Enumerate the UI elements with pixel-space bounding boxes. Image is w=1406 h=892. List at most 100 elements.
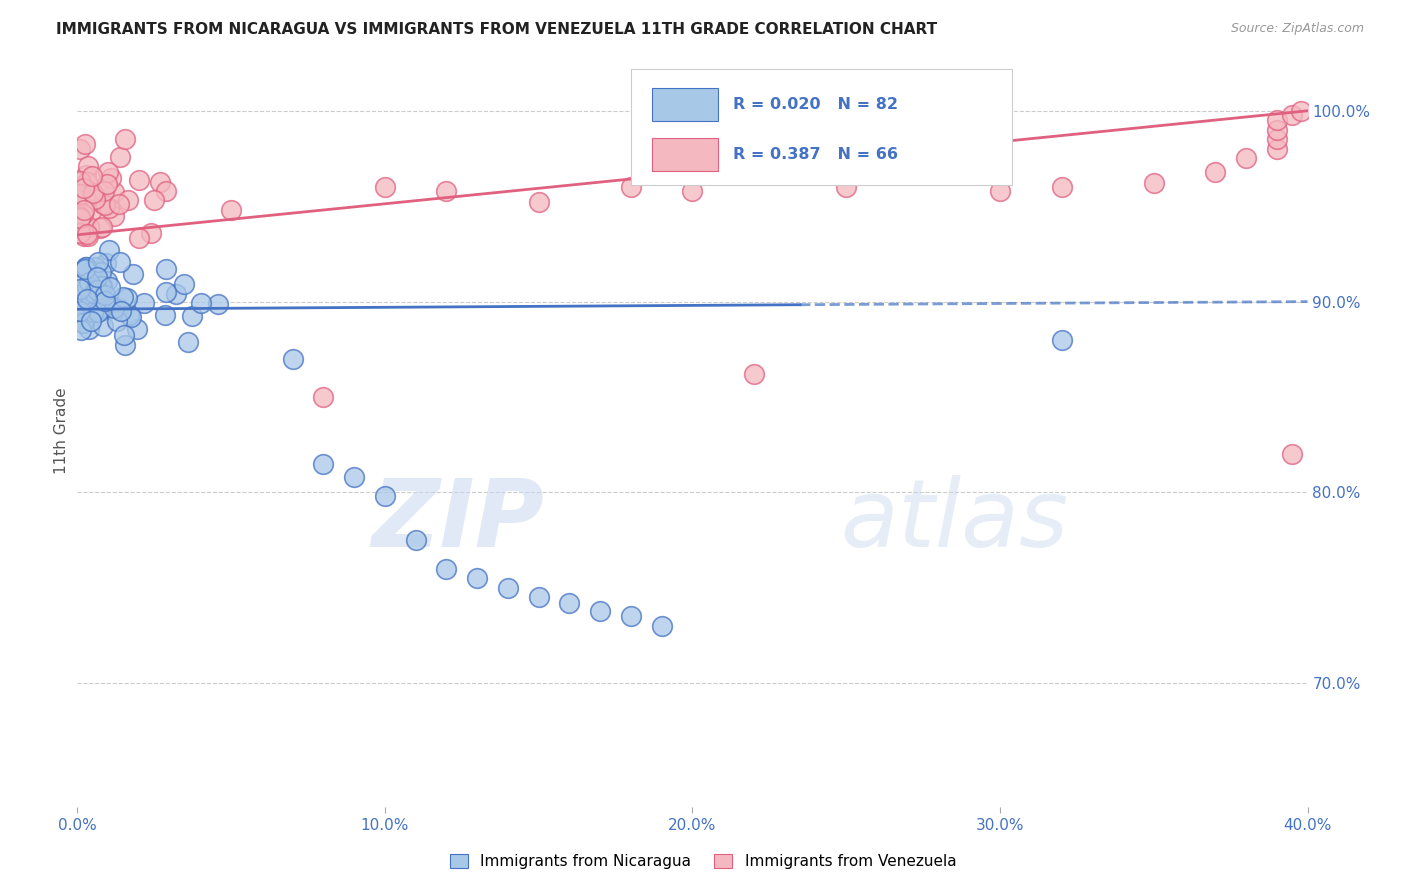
Point (69, 142, 91, 156)
Point (89, 302, 111, 317)
Point (69, 187, 91, 202)
Point (75, 136, 97, 151)
Point (82, 202, 104, 217)
Point (108, 254, 131, 268)
Point (93, 299, 115, 313)
Point (86, 255, 108, 269)
Point (76, 227, 98, 241)
Point (742, 367, 765, 381)
Point (91, 279, 114, 293)
Point (111, 290, 134, 304)
Point (107, 196, 129, 211)
Point (94, 255, 117, 269)
Point (69, 277, 91, 292)
Point (139, 226, 162, 240)
Point (1265, 142, 1288, 156)
Point (77, 159, 100, 173)
Point (620, 180, 643, 194)
Point (114, 131, 136, 145)
Point (128, 173, 150, 187)
Point (97, 165, 120, 179)
Point (142, 194, 165, 208)
Point (105, 314, 128, 328)
Point (207, 297, 229, 311)
Point (120, 310, 142, 324)
Point (89, 285, 111, 300)
FancyBboxPatch shape (652, 138, 718, 171)
Text: ZIP: ZIP (373, 475, 546, 566)
Point (465, 571, 488, 585)
Point (155, 184, 177, 198)
Point (82, 305, 104, 319)
Point (281, 351, 304, 366)
Point (83, 282, 105, 296)
Point (620, 609, 643, 624)
Point (155, 261, 177, 276)
Point (69, 301, 91, 315)
Point (96, 274, 118, 288)
Point (70, 323, 93, 337)
Point (1204, 165, 1226, 179)
Point (988, 184, 1011, 198)
Point (1265, 113, 1288, 128)
Point (835, 180, 858, 194)
Point (69, 211, 91, 225)
FancyBboxPatch shape (652, 88, 718, 121)
Point (1050, 180, 1073, 194)
Point (122, 267, 145, 281)
Point (90, 220, 112, 235)
Point (76, 292, 98, 306)
Text: R = 0.387   N = 66: R = 0.387 N = 66 (733, 147, 898, 162)
Point (79, 292, 101, 306)
Point (93, 287, 115, 301)
Point (1265, 123, 1288, 137)
Point (312, 457, 335, 471)
Point (527, 591, 550, 605)
Point (69, 221, 91, 235)
Point (100, 171, 122, 186)
Point (77, 275, 100, 289)
Point (96, 177, 118, 191)
Point (1281, 107, 1303, 121)
Point (89, 300, 111, 314)
Point (496, 581, 519, 595)
Point (75, 260, 97, 275)
Point (93, 184, 115, 198)
Point (69, 190, 91, 204)
Point (89, 221, 111, 235)
Point (374, 489, 396, 503)
Point (153, 308, 176, 322)
Point (91, 196, 114, 211)
Text: atlas: atlas (841, 475, 1069, 566)
Point (76, 175, 98, 189)
Point (149, 175, 172, 189)
Point (651, 619, 673, 633)
Point (374, 180, 396, 194)
Point (90, 279, 112, 293)
Point (219, 202, 242, 217)
Point (117, 194, 139, 208)
Point (527, 195, 550, 210)
Point (87, 303, 110, 318)
Point (80, 314, 103, 328)
Point (114, 338, 136, 352)
Point (173, 277, 195, 291)
Point (73, 180, 96, 194)
Point (100, 280, 122, 294)
Point (682, 184, 704, 198)
Point (181, 310, 204, 324)
Legend: Immigrants from Nicaragua, Immigrants from Venezuela: Immigrants from Nicaragua, Immigrants fr… (443, 848, 963, 875)
Point (72, 316, 94, 330)
Point (73, 191, 96, 205)
Point (75, 168, 97, 182)
Point (86, 284, 108, 298)
Text: Source: ZipAtlas.com: Source: ZipAtlas.com (1230, 22, 1364, 36)
Point (75, 260, 97, 274)
Point (110, 304, 132, 318)
Point (94, 294, 117, 309)
Point (108, 301, 131, 316)
Point (190, 296, 212, 310)
Point (91, 303, 114, 318)
Point (82, 169, 104, 183)
Point (1234, 152, 1257, 166)
